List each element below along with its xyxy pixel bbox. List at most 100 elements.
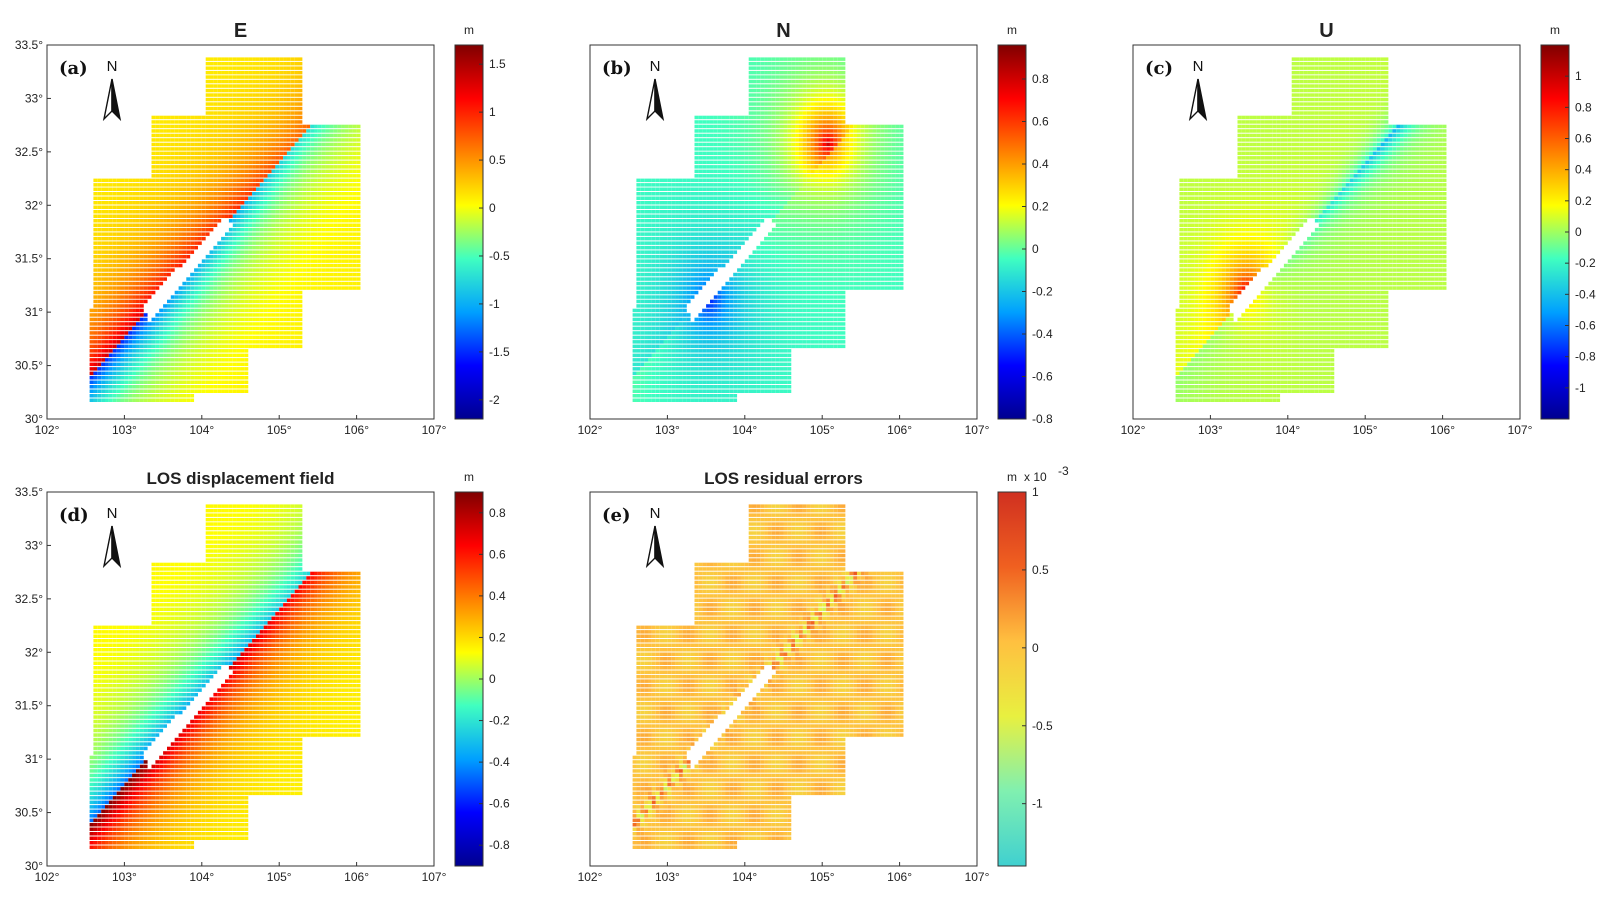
field-cell <box>233 125 237 129</box>
field-cell <box>206 102 210 106</box>
field-cell <box>768 349 772 353</box>
field-cell <box>349 273 353 277</box>
field-cell <box>213 170 217 174</box>
field-cell <box>217 152 221 156</box>
field-cell <box>171 197 175 201</box>
field-cell <box>834 345 838 349</box>
field-cell <box>229 277 233 281</box>
field-cell <box>795 322 799 326</box>
field-cell <box>702 309 706 313</box>
field-cell <box>326 282 330 286</box>
field-cell <box>318 188 322 192</box>
field-cell <box>330 156 334 160</box>
field-cell <box>310 192 314 196</box>
field-cell <box>113 250 117 254</box>
field-cell <box>268 116 272 120</box>
field-cell <box>182 381 186 385</box>
field-cell <box>217 358 221 362</box>
field-cell <box>283 304 287 308</box>
field-cell <box>314 170 318 174</box>
field-cell <box>90 358 94 362</box>
field-cell <box>186 246 190 250</box>
field-cell <box>287 318 291 322</box>
field-cell <box>330 215 334 219</box>
field-cell <box>337 192 341 196</box>
field-cell <box>194 197 198 201</box>
field-cell <box>326 170 330 174</box>
field-cell <box>221 138 225 142</box>
field-cell <box>194 340 198 344</box>
field-cell <box>221 125 225 129</box>
field-cell <box>264 192 268 196</box>
field-cell <box>206 363 210 367</box>
field-cell <box>302 147 306 151</box>
field-cell <box>202 313 206 317</box>
field-cell <box>244 179 248 183</box>
field-cell <box>121 390 125 394</box>
field-cell <box>202 197 206 201</box>
field-cell <box>152 394 156 398</box>
field-cell <box>776 295 780 299</box>
field-cell <box>640 322 644 326</box>
field-cell <box>349 215 353 219</box>
field-cell <box>714 381 718 385</box>
field-cell <box>660 309 664 313</box>
field-cell <box>225 246 229 250</box>
field-cell <box>132 358 136 362</box>
field-cell <box>241 107 245 111</box>
field-cell <box>182 358 186 362</box>
field-cell <box>221 80 225 84</box>
field-cell <box>109 291 113 295</box>
field-cell <box>268 282 272 286</box>
field-cell <box>167 210 171 214</box>
field-cell <box>121 232 125 236</box>
field-cell <box>241 331 245 335</box>
field-cell <box>206 152 210 156</box>
field-cell <box>233 277 237 281</box>
field-cell <box>198 237 202 241</box>
field-cell <box>698 340 702 344</box>
field-cell <box>128 232 132 236</box>
field-cell <box>105 327 109 331</box>
field-cell <box>132 228 136 232</box>
field-cell <box>687 390 691 394</box>
field-cell <box>210 219 214 223</box>
field-cell <box>179 120 183 124</box>
field-cell <box>725 399 729 403</box>
field-cell <box>326 152 330 156</box>
field-cell <box>256 116 260 120</box>
field-cell <box>163 129 167 133</box>
field-cell <box>725 349 729 353</box>
field-cell <box>826 327 830 331</box>
field-cell <box>213 147 217 151</box>
field-cell <box>714 349 718 353</box>
field-cell <box>217 174 221 178</box>
field-cell <box>101 331 105 335</box>
field-cell <box>210 188 214 192</box>
field-cell <box>341 255 345 259</box>
field-cell <box>718 363 722 367</box>
field-cell <box>710 399 714 403</box>
field-cell <box>124 246 128 250</box>
field-cell <box>225 345 229 349</box>
field-cell <box>206 264 210 268</box>
field-cell <box>675 349 679 353</box>
field-cell <box>179 300 183 304</box>
field-cell <box>310 201 314 205</box>
field-cell <box>241 322 245 326</box>
field-cell <box>275 210 279 214</box>
field-cell <box>264 165 268 169</box>
field-cell <box>244 381 248 385</box>
field-cell <box>217 188 221 192</box>
field-cell <box>155 282 159 286</box>
field-cell <box>683 295 687 299</box>
field-cell <box>333 215 337 219</box>
field-cell <box>244 340 248 344</box>
field-cell <box>652 394 656 398</box>
field-cell <box>275 125 279 129</box>
field-cell <box>140 354 144 358</box>
field-cell <box>182 143 186 147</box>
field-cell <box>101 201 105 205</box>
field-cell <box>163 372 167 376</box>
field-cell <box>206 277 210 281</box>
